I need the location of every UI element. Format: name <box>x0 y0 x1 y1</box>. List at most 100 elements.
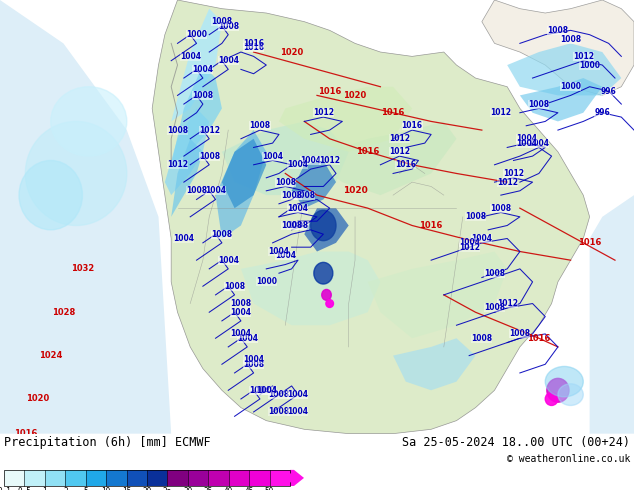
Ellipse shape <box>19 160 82 230</box>
Ellipse shape <box>311 210 336 241</box>
Text: 1012: 1012 <box>496 299 518 308</box>
Text: 1032: 1032 <box>71 265 94 273</box>
Text: 1008: 1008 <box>268 390 290 399</box>
Text: 1008: 1008 <box>281 191 302 199</box>
Ellipse shape <box>25 122 127 225</box>
Bar <box>4 470 290 486</box>
Text: 1004: 1004 <box>458 238 480 247</box>
Polygon shape <box>222 122 349 195</box>
Text: 1004: 1004 <box>515 134 537 143</box>
Polygon shape <box>393 338 476 390</box>
Text: 1008: 1008 <box>484 303 505 313</box>
Text: 1008: 1008 <box>192 91 214 100</box>
Text: 1008: 1008 <box>217 22 239 30</box>
Text: 1004: 1004 <box>230 308 252 317</box>
Text: 1004: 1004 <box>300 156 321 165</box>
Bar <box>45 470 65 486</box>
Text: 1008: 1008 <box>249 121 271 130</box>
Text: 1008: 1008 <box>509 329 531 339</box>
Text: 1012: 1012 <box>573 52 594 61</box>
Ellipse shape <box>547 378 569 402</box>
Text: 1012: 1012 <box>490 108 512 117</box>
Polygon shape <box>0 0 171 434</box>
Text: 1016: 1016 <box>420 221 443 230</box>
Text: 1000: 1000 <box>579 61 600 70</box>
Text: 30: 30 <box>183 488 193 490</box>
Bar <box>269 470 290 486</box>
Text: 1008: 1008 <box>224 282 245 291</box>
Text: 1004: 1004 <box>173 234 195 243</box>
Polygon shape <box>279 87 412 152</box>
Text: 1008: 1008 <box>243 360 264 369</box>
Text: 1012: 1012 <box>389 147 410 156</box>
Text: 1016: 1016 <box>14 429 37 438</box>
Text: 0.1: 0.1 <box>0 488 11 490</box>
Text: Precipitation (6h) [mm] ECMWF: Precipitation (6h) [mm] ECMWF <box>4 436 210 449</box>
Text: 0.5: 0.5 <box>18 488 31 490</box>
Text: 20: 20 <box>143 488 152 490</box>
Text: 1000: 1000 <box>186 30 207 39</box>
Text: 1008: 1008 <box>211 230 233 239</box>
Ellipse shape <box>321 290 331 300</box>
Text: 1012: 1012 <box>198 125 220 135</box>
Text: 1004: 1004 <box>262 151 283 161</box>
Text: 996: 996 <box>601 87 616 96</box>
Ellipse shape <box>545 392 558 405</box>
Text: 1004: 1004 <box>275 251 296 260</box>
Ellipse shape <box>314 262 333 284</box>
Text: 1004: 1004 <box>249 386 271 395</box>
Text: 1004: 1004 <box>287 408 309 416</box>
Text: 5: 5 <box>84 488 88 490</box>
Text: 10: 10 <box>101 488 111 490</box>
Bar <box>4 470 25 486</box>
Text: 1008: 1008 <box>198 151 220 161</box>
Text: 1020: 1020 <box>280 48 303 56</box>
Text: 2a: 2a <box>163 488 172 490</box>
Text: 1: 1 <box>42 488 47 490</box>
Text: 1008: 1008 <box>528 99 550 109</box>
Ellipse shape <box>326 300 333 307</box>
Polygon shape <box>590 195 634 434</box>
Polygon shape <box>222 139 266 208</box>
Text: 1016: 1016 <box>527 334 550 343</box>
Text: 1008: 1008 <box>268 408 290 416</box>
Bar <box>229 470 249 486</box>
Text: 1004: 1004 <box>179 52 201 61</box>
Text: 1008: 1008 <box>281 221 302 230</box>
Ellipse shape <box>51 87 127 156</box>
Bar <box>106 470 127 486</box>
Text: 1020: 1020 <box>342 186 368 196</box>
Text: 996: 996 <box>595 108 610 117</box>
FancyArrow shape <box>290 470 304 486</box>
Ellipse shape <box>545 367 583 397</box>
Text: 1008: 1008 <box>547 26 569 35</box>
Text: 1008: 1008 <box>211 17 233 26</box>
Text: 1016: 1016 <box>395 160 417 169</box>
Bar <box>188 470 209 486</box>
Text: 35: 35 <box>204 488 213 490</box>
Text: 1004: 1004 <box>217 256 239 265</box>
Ellipse shape <box>558 384 583 405</box>
Text: 1020: 1020 <box>344 91 366 100</box>
Text: 1004: 1004 <box>287 204 309 213</box>
Text: 1008: 1008 <box>560 34 581 44</box>
Polygon shape <box>152 0 590 434</box>
Text: 1008: 1008 <box>465 212 486 221</box>
Text: 1008: 1008 <box>186 186 207 196</box>
Bar <box>86 470 106 486</box>
Bar <box>25 470 45 486</box>
Text: 1004: 1004 <box>515 139 537 147</box>
Text: 2: 2 <box>63 488 68 490</box>
Text: © weatheronline.co.uk: © weatheronline.co.uk <box>507 454 630 464</box>
Text: 40: 40 <box>224 488 233 490</box>
Text: 1028: 1028 <box>52 308 75 317</box>
Polygon shape <box>317 122 456 195</box>
Polygon shape <box>304 208 349 251</box>
Text: 15: 15 <box>122 488 131 490</box>
Text: 1004: 1004 <box>230 329 252 339</box>
Text: 1008: 1008 <box>230 299 252 308</box>
Text: 1012: 1012 <box>319 156 340 165</box>
Text: 1016: 1016 <box>401 121 423 130</box>
Text: 1012: 1012 <box>503 169 524 178</box>
Polygon shape <box>216 130 266 239</box>
